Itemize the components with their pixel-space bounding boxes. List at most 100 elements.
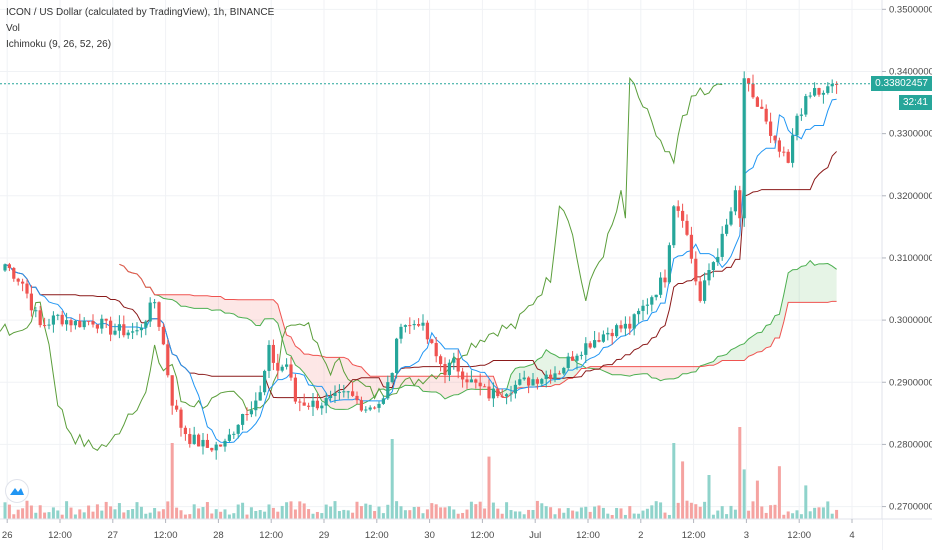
ichimoku-cloud-segment [731,347,736,361]
volume-bar [219,511,223,519]
ichimoku-cloud-segment [176,294,181,307]
candle-body [513,384,517,394]
candle-body [808,95,812,97]
ichimoku-cloud-segment [757,332,762,353]
candle-body [795,115,799,136]
candle-body [619,325,623,329]
ichimoku-cloud-segment [203,295,208,309]
ichimoku-cloud-segment [678,366,683,378]
volume-bar [425,509,429,519]
volume-bar [43,512,47,519]
candle-body [241,414,245,425]
volume-bar [716,510,720,519]
candle-body [21,281,25,284]
candle-body [615,325,619,337]
candle-body [25,283,29,294]
candle-body [527,377,531,386]
volume-bar [223,509,227,519]
volume-bar [175,507,179,519]
candle-body [183,427,187,435]
volume-bar [760,506,764,519]
volume-bar [804,485,808,519]
ichimoku-cloud-segment [313,355,318,393]
candle-body [390,373,394,383]
candle-body [91,321,95,325]
ichimoku-cloud-segment [735,345,740,361]
volume-bar [267,504,271,519]
candle-body [654,294,658,298]
volume-bar [3,502,7,519]
volume-bar [73,514,77,519]
candle-body [465,379,469,383]
tradingview-logo-icon[interactable] [5,479,29,503]
volume-bar [447,506,451,519]
symbol-title[interactable]: ICON / US Dollar (calculated by TradingV… [6,7,275,18]
candle-body [456,358,460,372]
volume-bar [465,509,469,519]
volume-bar [113,509,117,519]
ichimoku-cloud-segment [467,376,472,390]
time-axis-label: 12:00 [787,530,811,541]
candle-body [78,320,82,328]
ichimoku-cloud-segment [352,364,357,407]
ichimoku-cloud-segment [440,376,445,399]
ichimoku-cloud-segment [629,366,635,377]
volume-bar [276,511,280,519]
ichimoku-cloud-segment [348,359,353,410]
candle-body [641,305,645,311]
candle-body [509,393,513,395]
volume-bar [549,507,553,519]
volume-bar [738,427,742,519]
ichimoku-cloud-segment [748,335,753,357]
candle-body [364,409,368,411]
volume-bar [663,512,667,519]
time-axis-label: 28 [213,530,224,541]
ichimoku-cloud-segment [484,376,489,390]
candle-body [593,340,597,348]
volume-bar [100,510,104,519]
candle-body [285,364,289,367]
candle-body [188,434,192,444]
candle-body [395,338,399,374]
time-axis-label: 12:00 [576,530,600,541]
volume-bar [245,514,249,519]
ichimoku-cloud-segment [717,355,723,364]
ichimoku-cloud-segment [194,295,199,309]
volume-bar [51,507,55,519]
ichimoku-cloud-segment [436,376,441,395]
candle-body [711,262,715,270]
volume-bar [795,510,799,519]
candle-body [249,410,253,415]
candle-body [34,310,38,312]
volume-bar [650,505,654,519]
ichimoku-cloud-segment [308,354,313,385]
ichimoku-indicator-label[interactable]: Ichimoku (9, 26, 52, 26) [6,39,112,50]
ichimoku-cloud-segment [555,354,560,385]
volume-bar [87,505,91,519]
vol-indicator-label[interactable]: Vol [6,23,20,34]
candle-body [386,382,390,399]
ichimoku-cloud-segment [823,263,828,303]
candle-body [161,326,165,345]
volume-bar [359,506,363,519]
volume-bar [249,507,253,519]
ichimoku-cloud-segment [753,332,758,355]
senkou-span-a-line [119,259,837,410]
volume-bar [817,507,821,519]
time-axis-label: 29 [319,530,330,541]
ichimoku-cloud-segment [709,361,714,366]
ichimoku-cloud-segment [761,325,767,352]
time-axis-label: 3 [744,530,749,541]
volume-bar [496,508,500,519]
volume-bar [122,512,126,519]
ichimoku-cloud-segment [634,366,639,375]
candle-body [236,424,240,434]
time-axis-panel [0,519,882,550]
volume-bar [826,501,830,519]
volume-bar [337,511,341,519]
candle-body [368,407,372,410]
volume-bar [78,509,82,519]
ichimoku-cloud-segment [819,263,824,303]
